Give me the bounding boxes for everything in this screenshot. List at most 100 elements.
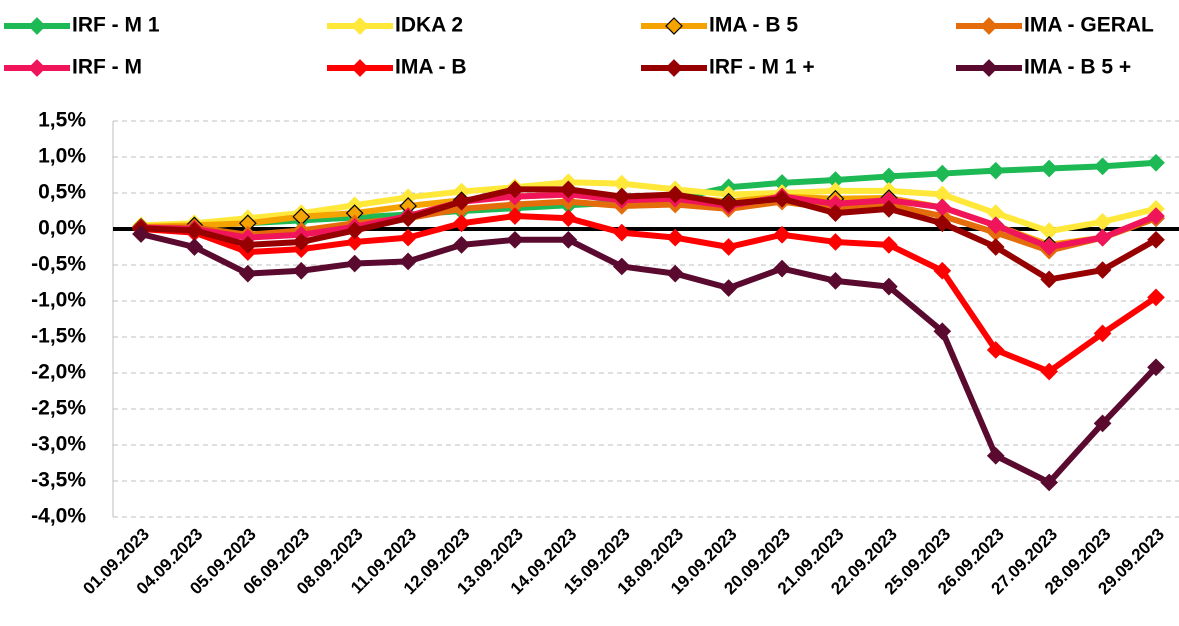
marker xyxy=(1093,157,1112,176)
legend-marker xyxy=(665,17,683,35)
marker xyxy=(719,238,738,256)
marker xyxy=(612,257,631,276)
marker xyxy=(132,225,150,243)
marker xyxy=(1093,324,1112,343)
marker xyxy=(719,279,738,297)
legend-label: IRF - M xyxy=(72,56,142,79)
marker xyxy=(1040,362,1059,381)
legend-label: IMA - B 5 + xyxy=(1024,56,1131,79)
y-tick-label: -1,5% xyxy=(31,325,86,348)
marker xyxy=(452,235,471,254)
marker xyxy=(1040,159,1059,178)
marker xyxy=(1147,230,1165,249)
marker xyxy=(666,228,685,247)
legend-marker xyxy=(980,17,998,35)
marker xyxy=(612,187,631,206)
legend-marker xyxy=(28,17,46,35)
marker xyxy=(1040,270,1059,289)
marker xyxy=(933,322,952,341)
series-line xyxy=(140,186,1158,283)
marker xyxy=(292,261,311,280)
marker xyxy=(185,238,204,256)
marker xyxy=(933,164,952,183)
marker xyxy=(880,277,898,296)
marker xyxy=(345,233,364,251)
y-tick-label: -3,5% xyxy=(31,469,86,492)
marker xyxy=(506,207,524,225)
marker xyxy=(452,192,471,211)
legend-marker xyxy=(665,59,683,77)
marker xyxy=(986,341,1005,359)
y-tick-label: -4,0% xyxy=(31,505,86,528)
legend-marker xyxy=(351,17,369,35)
marker xyxy=(399,228,417,247)
marker xyxy=(1147,153,1165,172)
y-tick-label: 0,5% xyxy=(38,181,86,204)
series-line xyxy=(140,179,1157,235)
series xyxy=(132,173,1165,241)
marker xyxy=(933,214,952,233)
legend-label: IDKA 2 xyxy=(395,14,463,37)
series-line xyxy=(140,213,1158,375)
marker xyxy=(826,233,845,251)
marker xyxy=(1040,473,1059,492)
marker xyxy=(1093,414,1112,433)
marker xyxy=(1040,238,1059,256)
series-line xyxy=(141,198,1158,254)
marker xyxy=(399,252,417,271)
marker xyxy=(399,209,417,228)
legend-label: IMA - B 5 xyxy=(709,14,798,37)
marker xyxy=(345,221,364,240)
marker xyxy=(986,238,1005,256)
legend-marker xyxy=(980,59,998,77)
legend-marker xyxy=(28,59,46,77)
marker xyxy=(559,180,578,199)
marker xyxy=(238,235,257,254)
series-line xyxy=(140,191,1158,250)
marker xyxy=(452,214,471,233)
legend-label: IMA - B xyxy=(395,56,467,79)
legend-label: IRF - M 1 xyxy=(72,14,160,37)
marker xyxy=(933,261,952,280)
marker xyxy=(1147,207,1165,225)
marker xyxy=(238,264,257,283)
marker xyxy=(773,189,791,208)
marker xyxy=(719,194,738,213)
marker xyxy=(773,225,791,244)
marker xyxy=(506,180,524,199)
legend-label: IMA - GERAL xyxy=(1024,14,1154,37)
marker xyxy=(986,446,1005,465)
marker xyxy=(1093,261,1112,279)
marker xyxy=(506,230,524,249)
marker xyxy=(345,254,364,273)
y-tick-label: -3,0% xyxy=(31,433,86,456)
marker xyxy=(826,271,845,290)
marker xyxy=(880,199,898,218)
y-tick-label: -0,5% xyxy=(31,253,86,276)
marker xyxy=(826,204,845,223)
y-tick-label: -2,5% xyxy=(31,397,86,420)
series xyxy=(132,225,1165,492)
y-tick-label: 1,5% xyxy=(38,109,86,132)
marker xyxy=(880,235,898,254)
marker xyxy=(612,223,631,242)
y-tick-label: -1,0% xyxy=(31,289,86,312)
marker xyxy=(559,230,578,249)
marker xyxy=(1147,358,1165,377)
series-line xyxy=(140,231,1159,486)
y-tick-label: 1,0% xyxy=(38,145,86,168)
marker xyxy=(986,161,1005,180)
legend-marker xyxy=(351,59,369,77)
y-tick-label: 0,0% xyxy=(38,217,86,240)
marker xyxy=(1147,288,1165,307)
marker xyxy=(986,216,1005,235)
y-tick-label: -2,0% xyxy=(31,361,86,384)
marker xyxy=(666,185,685,204)
marker xyxy=(559,209,578,228)
legend-label: IRF - M 1 + xyxy=(709,56,815,79)
marker xyxy=(773,259,791,278)
marker xyxy=(292,233,311,251)
marker xyxy=(1093,228,1112,247)
marker xyxy=(666,264,685,283)
